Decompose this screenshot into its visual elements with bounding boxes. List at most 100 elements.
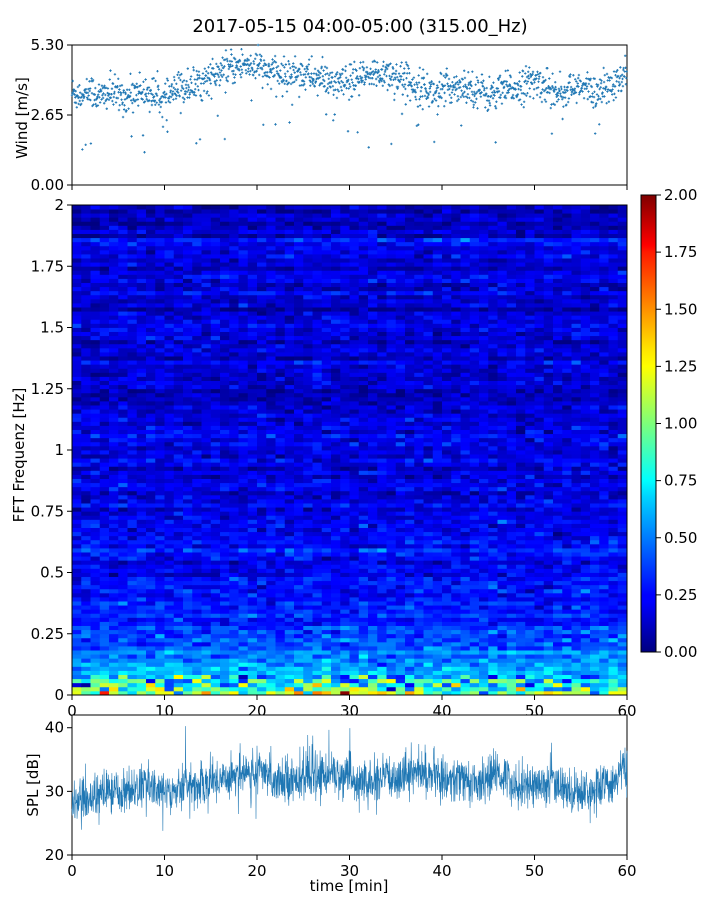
spectrogram-cell xyxy=(118,552,128,557)
spectrogram-cell xyxy=(312,548,323,553)
spectrogram-cell xyxy=(183,548,193,553)
wind-point xyxy=(297,95,301,99)
spectrogram-cell xyxy=(155,592,165,598)
spectrogram-cell xyxy=(543,580,554,586)
spectrogram-cell xyxy=(571,519,582,524)
spectrogram-cell xyxy=(294,556,304,561)
spectrogram-cell xyxy=(164,486,175,492)
spectrogram-cell xyxy=(183,503,193,508)
wind-point xyxy=(289,66,292,70)
spectrogram-cell xyxy=(608,543,619,549)
spectrogram-cell xyxy=(386,613,397,618)
spectrogram-cell xyxy=(312,580,323,586)
wind-point xyxy=(137,104,140,107)
wind-point xyxy=(157,103,161,106)
spectrogram-cell xyxy=(118,601,128,606)
spectrogram-cell xyxy=(127,617,138,622)
spectrogram-cell xyxy=(81,654,91,659)
spectrogram-cell xyxy=(192,670,202,675)
wind-point xyxy=(258,73,261,77)
spectrogram-cell xyxy=(72,507,82,512)
spectrogram-cell xyxy=(201,588,212,594)
spectrogram-cell xyxy=(580,564,591,569)
spectrogram-cell xyxy=(562,572,572,577)
spectrogram-cell xyxy=(506,633,517,639)
spectrogram-cell xyxy=(247,605,258,610)
spectrogram-cell xyxy=(395,641,406,647)
spectrogram-cell xyxy=(72,539,82,545)
spectrogram-cell xyxy=(368,670,378,675)
spectrogram-cell xyxy=(423,572,434,577)
spectrogram-cell xyxy=(368,556,378,561)
spectrogram-cell xyxy=(275,515,286,520)
spectrogram-cell xyxy=(321,511,332,516)
spectrogram-cell xyxy=(257,605,267,610)
spectrogram-cell xyxy=(136,531,147,537)
spectrogram-cell xyxy=(414,629,424,635)
spectrogram-cell xyxy=(479,543,489,549)
spectrogram-cell xyxy=(99,511,110,516)
spectrogram-cell xyxy=(72,625,82,631)
spectrogram-cell xyxy=(543,658,554,663)
spectrogram-cell xyxy=(534,515,545,520)
spectrogram-cell xyxy=(368,633,378,639)
spectrogram-cell xyxy=(146,490,156,496)
spectrogram-cell xyxy=(72,470,82,475)
spectrogram-cell xyxy=(358,548,369,553)
spectrogram-cell xyxy=(340,560,350,565)
wind-point xyxy=(169,89,172,92)
spectrogram-cell xyxy=(312,609,323,614)
spectrogram-cell xyxy=(451,490,461,496)
wind-point xyxy=(283,82,286,85)
spectrogram-cell xyxy=(617,531,628,537)
spectrogram-cell xyxy=(571,572,582,577)
spectrogram-cell xyxy=(386,470,397,475)
spectrogram-cell xyxy=(183,466,193,471)
spectrogram-cell xyxy=(201,646,212,651)
spectrogram-cell xyxy=(469,535,480,541)
spectrogram-cell xyxy=(423,625,434,631)
wind-point xyxy=(112,103,115,106)
spectrogram-cell xyxy=(395,605,406,610)
spectrogram-cell xyxy=(488,568,498,573)
spectrogram-cell xyxy=(525,523,535,528)
spectrogram-cell xyxy=(516,670,526,675)
spectrogram-cell xyxy=(155,478,165,484)
spectrogram-cell xyxy=(543,503,554,508)
spectrogram-cell xyxy=(99,629,110,635)
spectrogram-cell xyxy=(229,478,239,484)
spectrogram-cell xyxy=(488,588,498,594)
spectrogram-cell xyxy=(617,650,628,655)
spectrogram-cell xyxy=(451,548,461,553)
spectrogram-cell xyxy=(469,605,480,610)
spectrogram-cell xyxy=(201,466,212,471)
spectrogram-cell xyxy=(479,674,489,680)
wind-point xyxy=(223,137,227,141)
spectrogram-cell xyxy=(136,539,147,545)
spectrogram-cell xyxy=(451,650,461,655)
spectrogram-cell xyxy=(414,576,424,582)
spectrogram-cell xyxy=(173,458,184,463)
spectrogram-cell xyxy=(294,609,304,614)
spectrogram-cell xyxy=(432,617,443,622)
spectrogram-cell xyxy=(340,646,350,651)
spectrogram-cell xyxy=(173,462,184,467)
spectrogram-cell xyxy=(109,584,119,590)
spectrogram-cell xyxy=(534,519,545,524)
spectrogram-cell xyxy=(571,539,582,545)
spectrogram-cell xyxy=(201,621,212,626)
spectrogram-cell xyxy=(331,674,341,680)
spectrogram-cell xyxy=(72,515,82,520)
spectrogram-cell xyxy=(368,609,378,614)
spectrogram-cell xyxy=(516,650,526,655)
spectrogram-cell xyxy=(220,560,230,565)
spectrogram-cell xyxy=(90,629,101,635)
spectrogram-cell xyxy=(451,625,461,631)
spectrogram-cell xyxy=(229,654,239,659)
spectrogram-cell xyxy=(257,592,267,598)
spectrogram-cell xyxy=(331,625,341,631)
spectrogram-cell xyxy=(608,552,619,557)
spectrogram-cell xyxy=(238,597,249,602)
spectrogram-cell xyxy=(599,556,609,561)
spectrogram-cell xyxy=(164,556,175,561)
